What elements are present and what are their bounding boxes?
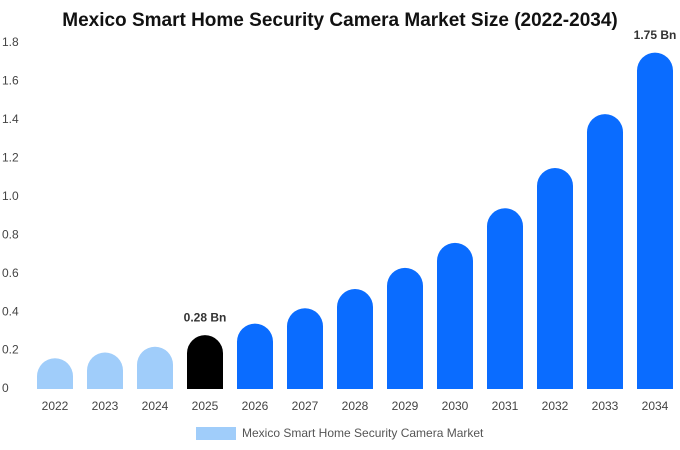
bar	[537, 167, 573, 389]
y-tick-label: 1.0	[2, 189, 19, 203]
bar	[387, 267, 423, 389]
x-tick-label: 2023	[92, 399, 119, 413]
bar	[187, 335, 223, 389]
y-tick-label: 0.8	[2, 227, 19, 241]
x-tick-label: 2022	[42, 399, 69, 413]
bar	[637, 52, 673, 389]
bar	[587, 114, 623, 389]
y-tick-label: 0	[2, 381, 9, 395]
y-tick-label: 1.4	[2, 112, 19, 126]
bar	[287, 308, 323, 389]
bar	[137, 346, 173, 389]
y-tick-label: 1.6	[2, 74, 19, 88]
bar	[237, 323, 273, 389]
y-tick-label: 0.2	[2, 343, 19, 357]
bar	[437, 242, 473, 389]
chart-title: Mexico Smart Home Security Camera Market…	[62, 10, 617, 31]
x-tick-label: 2034	[642, 399, 669, 413]
data-label: 0.28 Bn	[184, 310, 227, 324]
legend-label: Mexico Smart Home Security Camera Market	[242, 426, 484, 440]
x-tick-label: 2024	[142, 399, 169, 413]
y-tick-label: 1.8	[2, 35, 19, 49]
x-tick-label: 2026	[242, 399, 269, 413]
data-label: 1.75 Bn	[634, 28, 677, 42]
y-tick-label: 0.6	[2, 266, 19, 280]
x-tick-label: 2029	[392, 399, 419, 413]
x-tick-label: 2033	[592, 399, 619, 413]
x-tick-label: 2031	[492, 399, 519, 413]
x-tick-label: 2032	[542, 399, 569, 413]
x-tick-label: 2028	[342, 399, 369, 413]
y-tick-label: 0.4	[2, 304, 19, 318]
bar	[337, 289, 373, 389]
bar	[37, 358, 73, 389]
legend-swatch	[196, 427, 236, 440]
y-tick-label: 1.2	[2, 151, 19, 165]
bar	[87, 352, 123, 389]
x-tick-label: 2030	[442, 399, 469, 413]
x-tick-label: 2025	[192, 399, 219, 413]
bar	[487, 208, 523, 389]
x-tick-label: 2027	[292, 399, 319, 413]
